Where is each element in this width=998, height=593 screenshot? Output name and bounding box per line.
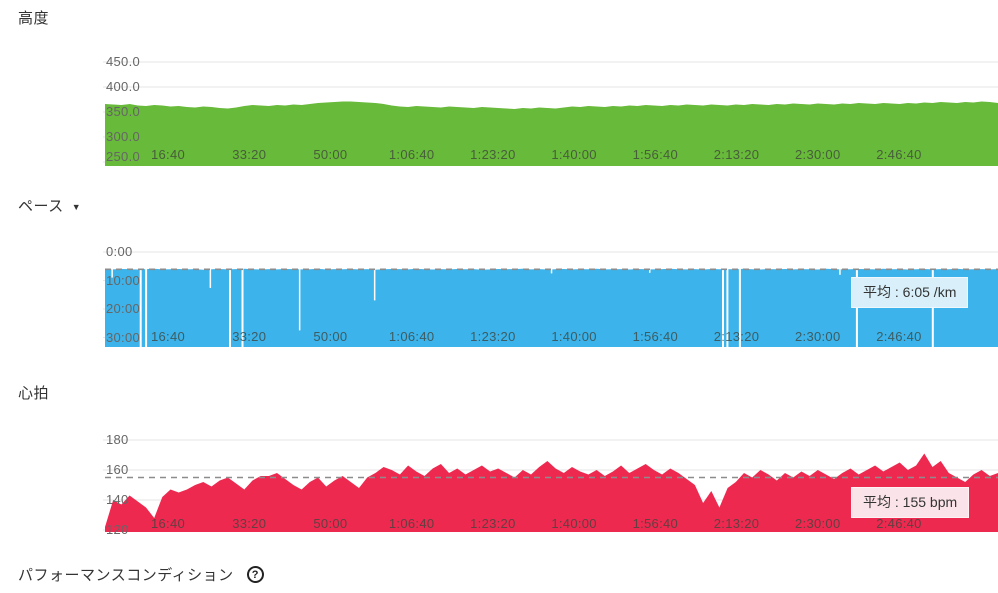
altitude-y-axis-label: 300.0 bbox=[106, 129, 141, 144]
heart_rate-x-axis-label: 1:06:40 bbox=[388, 516, 435, 531]
pace-x-axis-label: 1:40:00 bbox=[551, 329, 597, 344]
heart_rate-y-axis-label: 160 bbox=[106, 462, 129, 477]
altitude-section-title: 高度 bbox=[18, 7, 49, 28]
heart_rate-x-axis-label: 2:46:40 bbox=[876, 516, 922, 531]
altitude-y-axis-label: 250.0 bbox=[106, 149, 141, 164]
help-icon[interactable]: ? bbox=[246, 566, 264, 583]
pace-x-axis-label: 50:00 bbox=[313, 329, 348, 344]
pace-y-axis-label: 0:00 bbox=[106, 244, 133, 259]
altitude-x-axis-label: 2:13:20 bbox=[713, 147, 760, 162]
altitude-y-axis-label: 450.0 bbox=[106, 54, 141, 69]
heart_rate-x-axis-label: 1:23:20 bbox=[470, 516, 516, 531]
heart-rate-title-text: 心拍 bbox=[18, 385, 50, 402]
performance-condition-label: パフォーマンスコンディション bbox=[18, 567, 234, 584]
heart-rate-section-title: 心拍 bbox=[18, 382, 49, 403]
heart_rate-x-axis-label: 2:13:20 bbox=[713, 516, 760, 531]
pace-section-title: ペース ▼ bbox=[18, 195, 81, 216]
altitude-x-axis-label: 16:40 bbox=[150, 147, 186, 162]
heart_rate-y-axis-label: 120 bbox=[106, 522, 129, 537]
heart_rate-x-axis-label: 33:20 bbox=[232, 516, 267, 531]
altitude-y-axis-label: 400.0 bbox=[106, 79, 141, 94]
heart-rate-average-label: 平均 : 155 bpm bbox=[851, 487, 970, 518]
altitude-title-text: 高度 bbox=[18, 10, 50, 27]
altitude-x-axis-label: 1:40:00 bbox=[551, 147, 597, 162]
altitude-x-axis-label: 1:23:20 bbox=[470, 147, 516, 162]
pace-x-axis-label: 1:23:20 bbox=[470, 329, 516, 344]
altitude-x-axis-label: 33:20 bbox=[232, 147, 267, 162]
heart_rate-x-axis-label: 16:40 bbox=[150, 516, 186, 531]
pace-x-axis-label: 2:13:20 bbox=[713, 329, 760, 344]
pace-y-axis-label: 20:00 bbox=[106, 301, 141, 316]
altitude-x-axis-label: 1:06:40 bbox=[388, 147, 435, 162]
pace-x-axis-label: 1:56:40 bbox=[632, 329, 679, 344]
performance-condition-section: パフォーマンスコンディション ? bbox=[18, 564, 264, 585]
altitude-x-axis-label: 2:46:40 bbox=[876, 147, 922, 162]
heart-rate-chart-area[interactable] bbox=[105, 440, 998, 532]
altitude-x-axis-label: 2:30:00 bbox=[795, 147, 841, 162]
pace-x-axis-label: 33:20 bbox=[232, 329, 267, 344]
heart_rate-x-axis-label: 50:00 bbox=[313, 516, 348, 531]
heart_rate-x-axis-label: 1:56:40 bbox=[632, 516, 679, 531]
altitude-chart-area[interactable] bbox=[105, 62, 998, 166]
pace-x-axis-label: 1:06:40 bbox=[388, 329, 435, 344]
heart_rate-y-axis-label: 180 bbox=[106, 432, 129, 447]
altitude-x-axis-label: 1:56:40 bbox=[632, 147, 679, 162]
heart_rate-x-axis-label: 2:30:00 bbox=[795, 516, 841, 531]
pace-x-axis-label: 16:40 bbox=[150, 329, 186, 344]
heart_rate-y-axis-label: 140 bbox=[106, 492, 129, 507]
pace-title-text: ペース bbox=[18, 198, 64, 215]
heart_rate-x-axis-label: 1:40:00 bbox=[551, 516, 597, 531]
chevron-down-icon[interactable]: ▼ bbox=[71, 201, 82, 212]
altitude-y-axis-label: 350.0 bbox=[106, 104, 141, 119]
pace-y-axis-label: 30:00 bbox=[106, 329, 141, 345]
pace-x-axis-label: 2:46:40 bbox=[876, 329, 922, 344]
altitude-x-axis-label: 50:00 bbox=[313, 147, 348, 162]
pace-average-label: 平均 : 6:05 /km bbox=[851, 277, 969, 308]
pace-y-axis-label: 10:00 bbox=[106, 272, 141, 288]
pace-x-axis-label: 2:30:00 bbox=[795, 329, 841, 344]
